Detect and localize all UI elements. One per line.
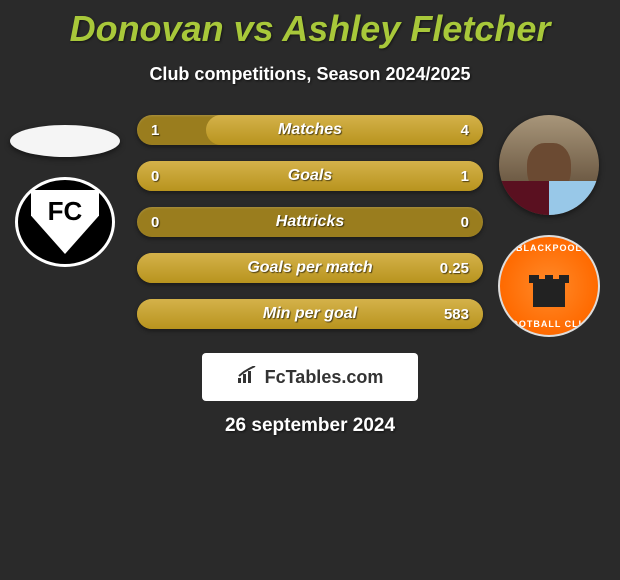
page-title: Donovan vs Ashley Fletcher bbox=[0, 0, 620, 50]
stat-label: Goals per match bbox=[247, 259, 372, 277]
club-ring-text-bottom: FOOTBALL CLUB bbox=[500, 319, 598, 329]
stat-bar: Min per goal 583 bbox=[137, 299, 483, 329]
watermark-text: FcTables.com bbox=[265, 367, 384, 388]
stat-bar: 1 Matches 4 bbox=[137, 115, 483, 145]
player-right-avatar bbox=[499, 115, 599, 215]
stat-label: Matches bbox=[278, 121, 342, 139]
player-right-column: BLACKPOOL FOOTBALL CLUB bbox=[498, 115, 600, 337]
club-ring-text-top: BLACKPOOL bbox=[500, 243, 598, 253]
stat-left-value: 0 bbox=[151, 168, 159, 185]
subtitle: Club competitions, Season 2024/2025 bbox=[0, 64, 620, 85]
stat-right-value: 583 bbox=[444, 306, 469, 323]
player-left-club-badge: FC bbox=[15, 177, 115, 267]
stat-bar: 0 Hattricks 0 bbox=[137, 207, 483, 237]
comparison-panel: FC BLACKPOOL FOOTBALL CLUB 1 Matches 4 0 Goa… bbox=[0, 115, 620, 437]
stat-right-value: 0.25 bbox=[440, 260, 469, 277]
stat-left-value: 1 bbox=[151, 122, 159, 139]
stat-label: Hattricks bbox=[276, 213, 344, 231]
stat-label: Min per goal bbox=[263, 305, 357, 323]
stat-label: Goals bbox=[288, 167, 332, 185]
club-badge-text: FC bbox=[31, 190, 99, 254]
player-right-club-badge: BLACKPOOL FOOTBALL CLUB bbox=[498, 235, 600, 337]
chart-icon bbox=[237, 366, 259, 389]
date-label: 26 september 2024 bbox=[0, 415, 620, 437]
stat-right-value: 1 bbox=[461, 168, 469, 185]
stat-left-value: 0 bbox=[151, 214, 159, 231]
player-left-avatar bbox=[10, 125, 120, 157]
stat-right-value: 4 bbox=[461, 122, 469, 139]
player-left-column: FC bbox=[10, 115, 120, 267]
stat-bar-fill bbox=[206, 115, 483, 145]
stat-right-value: 0 bbox=[461, 214, 469, 231]
watermark: FcTables.com bbox=[202, 353, 418, 401]
stat-bars: 1 Matches 4 0 Goals 1 0 Hattricks 0 Goals per mat… bbox=[137, 115, 483, 329]
stat-bar: Goals per match 0.25 bbox=[137, 253, 483, 283]
stat-bar: 0 Goals 1 bbox=[137, 161, 483, 191]
